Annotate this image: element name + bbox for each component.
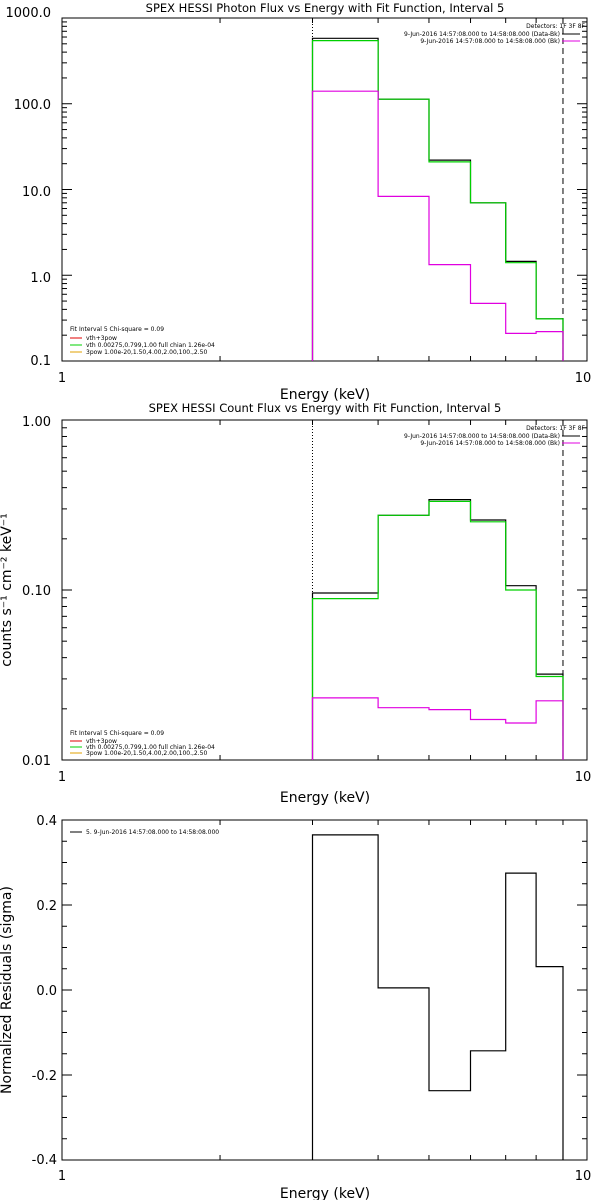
y-axis-label: Normalized Residuals (sigma) [0, 886, 15, 1094]
legend-entry: vth+3pow [86, 335, 117, 342]
series-step-line [311, 90, 564, 361]
axis-ticks [61, 419, 588, 761]
legend-title: Detectors: 1F 3F 8F [526, 425, 585, 432]
series-step-line [311, 37, 564, 361]
x-tick-label: 10 [575, 371, 592, 386]
legend-entry: vth 0.00275,0.799,1.00 full chian 1.26e-… [86, 342, 215, 349]
legend-header: Fit Interval 5 Chi-square = 0.09 [70, 730, 164, 737]
x-axis-label: Energy (keV) [280, 790, 370, 806]
chart-title: SPEX HESSI Count Flux vs Energy with Fit… [149, 401, 502, 415]
legend-entry: 3pow 1.00e-20,1.50,4.00,2.00,100.,2.50 [86, 349, 207, 356]
legend-entry: vth 0.00275,0.799,1.00 full chian 1.26e-… [86, 744, 215, 751]
residuals-panel: 0.4 0.2 0.0 -0.2 -0.4 1 10 Energy (keV) … [0, 814, 591, 1200]
legend-detectors: Detectors: 1F 3F 8F 9-Jun-2016 14:57:08.… [404, 23, 585, 45]
plot-frame [61, 17, 588, 362]
legend-entry: vth+3pow [86, 738, 117, 745]
legend-header: Fit Interval 5 Chi-square = 0.09 [70, 326, 164, 333]
y-tick-label: 100.0 [14, 98, 51, 113]
legend-entry: 9-Jun-2016 14:57:08.000 to 14:58:08.000 … [404, 31, 560, 38]
series-step-line [311, 40, 564, 361]
legend-title: Detectors: 1F 3F 8F [526, 23, 585, 30]
y-tick-label: 0.4 [36, 814, 57, 829]
x-tick-label: 1 [58, 770, 66, 785]
x-tick-label: 10 [575, 1169, 592, 1184]
legend-residuals: 5. 9-Jun-2016 14:57:08.000 to 14:58:08.0… [70, 829, 219, 836]
legend-entry: 9-Jun-2016 14:57:08.000 to 14:58:08.000 … [404, 433, 560, 440]
y-tick-label: 0.01 [22, 754, 51, 769]
series-group [311, 834, 564, 1160]
legend-entry: 5. 9-Jun-2016 14:57:08.000 to 14:58:08.0… [86, 829, 219, 836]
legend-entry: 9-Jun-2016 14:57:08.000 to 14:58:08.000 … [420, 440, 560, 447]
axis-ticks [61, 819, 588, 1161]
y-tick-label: 0.2 [36, 899, 57, 914]
y-tick-label: 0.1 [30, 354, 51, 369]
series-step-line [311, 834, 564, 1160]
y-tick-label: -0.4 [32, 1153, 57, 1168]
fit-range-markers [311, 18, 564, 361]
x-tick-label: 10 [575, 770, 592, 785]
y-tick-label: 10.0 [22, 185, 51, 200]
y-tick-label: 1.0 [30, 271, 51, 286]
legend-detectors: Detectors: 1F 3F 8F 9-Jun-2016 14:57:08.… [404, 425, 585, 447]
x-tick-label: 1 [58, 371, 66, 386]
y-tick-label: -0.2 [32, 1069, 57, 1084]
y-tick-label: 1000.0 [6, 6, 52, 21]
axis-ticks [61, 17, 588, 362]
series-step-line [311, 500, 564, 760]
x-tick-label: 1 [58, 1169, 66, 1184]
x-axis-label: Energy (keV) [280, 1186, 370, 1200]
plot-frame [61, 819, 588, 1161]
chart-title: SPEX HESSI Photon Flux vs Energy with Fi… [146, 1, 505, 15]
legend-fit: Fit Interval 5 Chi-square = 0.09 vth+3po… [70, 730, 215, 757]
series-step-line [311, 499, 564, 760]
legend-entry: 3pow 1.00e-20,1.50,4.00,2.00,100.,2.50 [86, 750, 207, 757]
y-tick-label: 0.0 [36, 984, 57, 999]
series-group [311, 37, 564, 361]
y-tick-label: 0.10 [22, 584, 51, 599]
photon-flux-panel: SPEX HESSI Photon Flux vs Energy with Fi… [6, 1, 592, 403]
y-tick-label: 1.00 [22, 415, 51, 430]
y-axis-label: counts s⁻¹ cm⁻² keV⁻¹ [0, 513, 15, 667]
count-flux-panel: SPEX HESSI Count Flux vs Energy with Fit… [0, 401, 591, 806]
legend-entry: 9-Jun-2016 14:57:08.000 to 14:58:08.000 … [420, 38, 560, 45]
x-axis-label: Energy (keV) [280, 387, 370, 403]
series-step-line [311, 697, 564, 760]
series-group [311, 499, 564, 760]
legend-fit: Fit Interval 5 Chi-square = 0.09 vth+3po… [70, 326, 215, 356]
